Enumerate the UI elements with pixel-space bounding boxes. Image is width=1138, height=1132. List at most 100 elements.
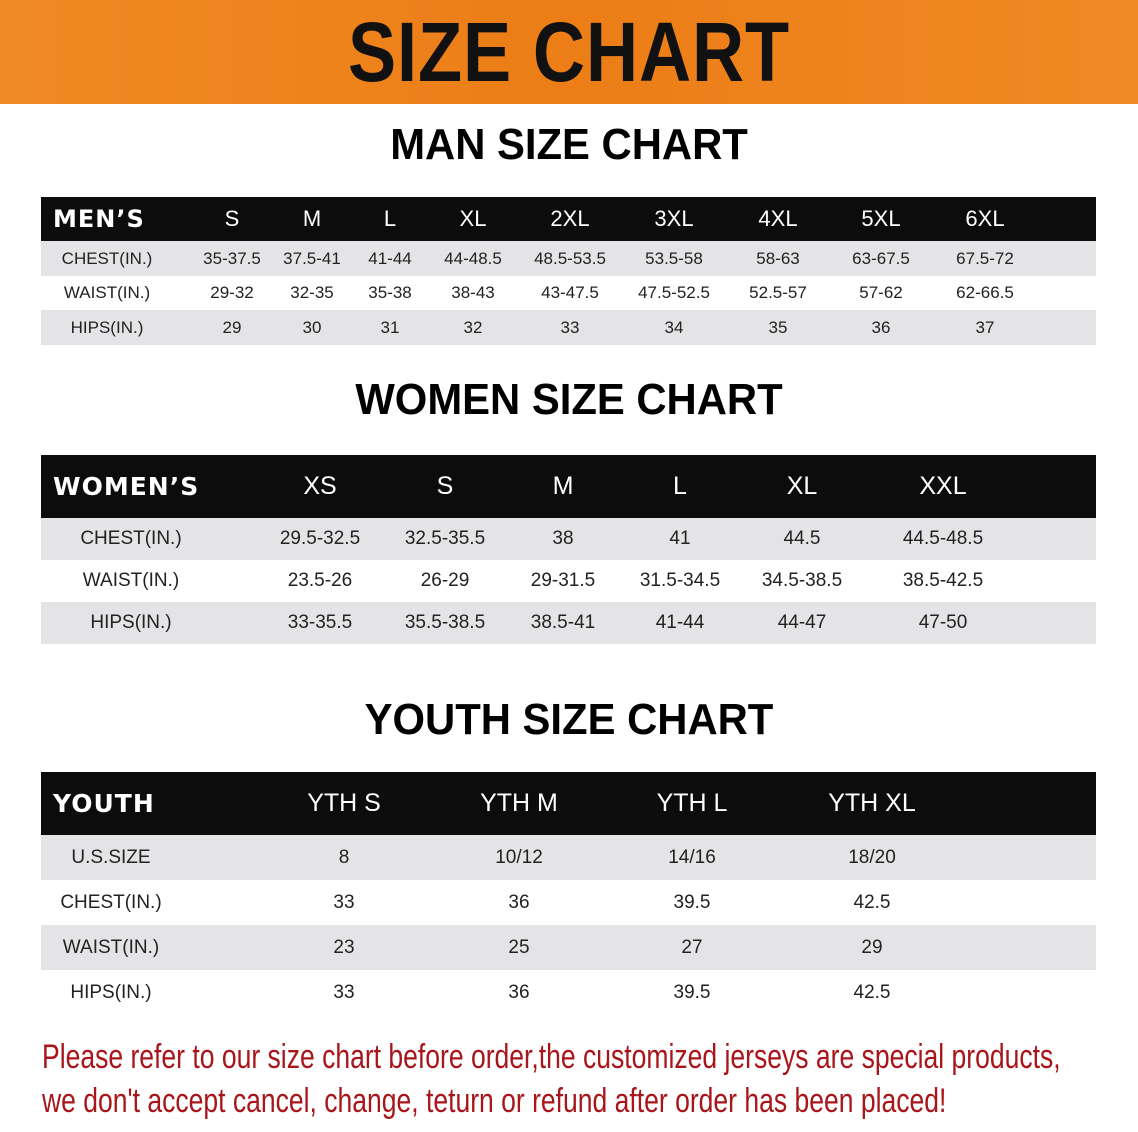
table-row: HIPS(IN.) 33 36 39.5 42.5: [41, 970, 1096, 1015]
measurement-label: CHEST(IN.): [80, 528, 182, 549]
measurement-label: WAIST(IN.): [82, 570, 180, 591]
table-cell: 23: [333, 936, 355, 958]
table-cell: 39.5: [673, 981, 711, 1003]
order-notice-line-2: we don't accept cancel, change, teturn o…: [42, 1082, 947, 1120]
table-cell: 39.5: [673, 891, 711, 913]
table-cell: 38-43: [451, 283, 495, 302]
table-cell: 63-67.5: [852, 248, 910, 268]
size-header-cell: 3XL: [654, 206, 694, 231]
table-title-cell: WOMEN’S: [53, 472, 200, 501]
table-cell: 25: [508, 936, 530, 958]
table-cell: 44-48.5: [444, 248, 502, 268]
table-cell: 36: [508, 981, 530, 1003]
size-header-cell: S: [224, 206, 240, 231]
table-cell: 52.5-57: [749, 283, 807, 302]
men-size-table: MEN’S S M L XL 2XL 3XL 4XL 5XL 6XL CHEST(IN.) 35-37…: [41, 197, 1096, 345]
table-cell: 44-47: [777, 612, 827, 633]
table-cell: 27: [681, 936, 703, 958]
table-title-cell: YOUTH: [53, 789, 155, 818]
table-cell: 41: [669, 528, 691, 549]
size-chart-banner: SIZE CHART: [0, 0, 1138, 104]
table-cell: 36: [871, 317, 891, 337]
table-cell: 29: [861, 936, 883, 958]
size-header-cell: YTH S: [307, 789, 381, 817]
men-section-title: MAN SIZE CHART: [390, 120, 748, 169]
measurement-label: WAIST(IN.): [63, 283, 151, 302]
table-row: U.S.SIZE 8 10/12 14/16 18/20: [41, 835, 1096, 880]
size-header-cell: YTH L: [656, 789, 728, 817]
table-cell: 36: [508, 891, 530, 913]
size-header-cell: L: [383, 206, 397, 231]
banner-title: SIZE CHART: [347, 5, 791, 99]
table-cell: 33: [560, 317, 580, 337]
table-cell: 34.5-38.5: [761, 570, 843, 591]
measurement-label: U.S.SIZE: [71, 846, 151, 868]
table-cell: 14/16: [668, 846, 716, 868]
table-cell: 41-44: [368, 248, 412, 268]
table-row: HIPS(IN.) 33-35.5 35.5-38.5 38.5-41 41-44 44-…: [41, 602, 1096, 644]
table-row: WAIST(IN.) 23 25 27 29: [41, 925, 1096, 970]
table-cell: 53.5-58: [645, 248, 703, 268]
size-header-cell: YTH XL: [828, 789, 916, 817]
size-header-cell: 4XL: [758, 206, 798, 231]
table-cell: 35.5-38.5: [404, 612, 486, 633]
table-cell: 38.5-42.5: [902, 570, 984, 591]
table-cell: 35-38: [368, 283, 412, 302]
table-cell: 30: [302, 317, 322, 337]
table-cell: 32-35: [290, 283, 334, 302]
table-header-row: WOMEN’S XS S M L XL XXL: [41, 455, 1096, 518]
table-cell: 37: [975, 317, 995, 337]
size-header-cell: YTH M: [480, 789, 558, 817]
table-cell: 41-44: [655, 612, 705, 633]
size-header-cell: 6XL: [965, 206, 1005, 231]
table-cell: 32: [463, 317, 483, 337]
table-cell: 31: [380, 317, 400, 337]
table-cell: 35: [768, 317, 788, 337]
size-header-cell: XL: [459, 206, 487, 231]
table-cell: 29-32: [210, 283, 254, 302]
youth-size-table: YOUTH YTH S YTH M YTH L YTH XL U.S.SIZE 8 10/12…: [41, 772, 1096, 1015]
table-cell: 48.5-53.5: [534, 248, 606, 268]
table-cell: 29: [222, 317, 242, 337]
table-cell: 42.5: [853, 891, 891, 913]
youth-section-title: YOUTH SIZE CHART: [364, 695, 774, 744]
table-row: CHEST(IN.) 29.5-32.5 32.5-35.5 38 41 44.5 44.5…: [41, 518, 1096, 560]
table-title-cell: MEN’S: [53, 205, 145, 233]
size-header-cell: XS: [303, 472, 337, 500]
size-header-cell: XL: [786, 472, 818, 500]
measurement-label: CHEST(IN.): [61, 248, 153, 268]
table-header-row: YOUTH YTH S YTH M YTH L YTH XL: [41, 772, 1096, 835]
measurement-label: HIPS(IN.): [90, 612, 172, 633]
table-cell: 33: [333, 981, 355, 1003]
table-cell: 42.5: [853, 981, 891, 1003]
table-cell: 32.5-35.5: [404, 528, 486, 549]
table-row: CHEST(IN.) 35-37.5 37.5-41 41-44 44-48.5 48.5…: [41, 241, 1096, 276]
measurement-label: WAIST(IN.): [62, 936, 160, 958]
table-cell: 47.5-52.5: [638, 283, 710, 302]
table-cell: 44.5-48.5: [902, 528, 984, 549]
table-cell: 29.5-32.5: [279, 528, 361, 549]
table-row: WAIST(IN.) 23.5-26 26-29 29-31.5 31.5-34.5 34…: [41, 560, 1096, 602]
measurement-label: HIPS(IN.): [70, 981, 152, 1003]
table-cell: 67.5-72: [956, 248, 1014, 268]
table-cell: 43-47.5: [541, 283, 599, 302]
women-size-table: WOMEN’S XS S M L XL XXL CHEST(IN.) 29.5-32.5 32.5…: [41, 455, 1096, 644]
size-header-cell: M: [552, 472, 574, 500]
table-row: CHEST(IN.) 33 36 39.5 42.5: [41, 880, 1096, 925]
table-cell: 10/12: [495, 846, 543, 868]
table-cell: 44.5: [783, 528, 821, 549]
table-cell: 8: [338, 846, 350, 868]
order-notice-line-1: Please refer to our size chart before or…: [42, 1038, 1061, 1076]
size-header-cell: 5XL: [861, 206, 901, 231]
size-header-cell: L: [673, 472, 687, 500]
women-section-title: WOMEN SIZE CHART: [355, 375, 783, 424]
table-cell: 23.5-26: [287, 570, 353, 591]
table-header-row: MEN’S S M L XL 2XL 3XL 4XL 5XL 6XL: [41, 197, 1096, 241]
table-cell: 18/20: [848, 846, 896, 868]
table-cell: 35-37.5: [203, 248, 261, 268]
size-header-cell: S: [436, 472, 454, 500]
table-cell: 37.5-41: [283, 248, 341, 268]
table-cell: 33: [333, 891, 355, 913]
table-cell: 29-31.5: [530, 570, 596, 591]
table-cell: 34: [664, 317, 684, 337]
